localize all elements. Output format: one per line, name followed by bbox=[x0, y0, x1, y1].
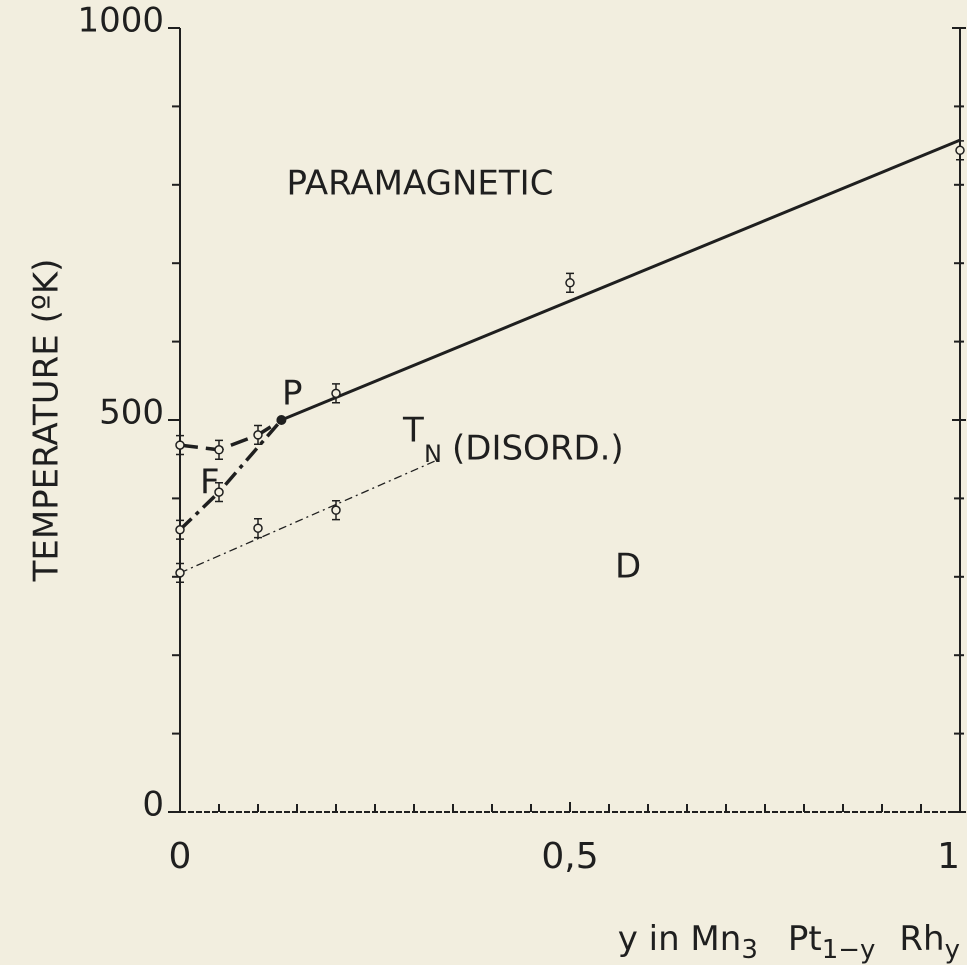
data-point bbox=[175, 568, 185, 578]
phase-line bbox=[179, 459, 438, 574]
annotation: D bbox=[615, 547, 641, 587]
data-point bbox=[175, 525, 185, 535]
x-label-part: Rh bbox=[899, 919, 944, 959]
data-point bbox=[214, 487, 224, 497]
y-tick-label: 0 bbox=[142, 785, 164, 825]
data-point bbox=[331, 505, 341, 515]
phase-line bbox=[179, 418, 283, 452]
annotation: F bbox=[200, 463, 220, 503]
annotation: P bbox=[282, 374, 303, 414]
phase-line bbox=[280, 138, 961, 422]
triple-point bbox=[276, 415, 287, 425]
x-label-part: 3 bbox=[741, 935, 758, 965]
x-axis-label: y in Mn3 Pt1−y Rhy bbox=[618, 919, 960, 965]
x-tick-label: 0 bbox=[169, 836, 192, 877]
data-point bbox=[565, 278, 575, 288]
x-label-part: y in Mn bbox=[618, 919, 742, 959]
x-tick-label: 0,5 bbox=[541, 836, 598, 877]
x-label-part: y bbox=[945, 935, 960, 965]
y-tick-label: 1000 bbox=[77, 1, 164, 41]
annotation: N bbox=[424, 440, 442, 468]
data-point bbox=[331, 388, 341, 399]
data-point bbox=[253, 523, 263, 533]
x-tick-label: 1 bbox=[937, 836, 960, 877]
data-point bbox=[253, 430, 263, 440]
annotation: (DISORD.) bbox=[452, 429, 624, 469]
x-label-part: Pt bbox=[788, 919, 822, 959]
annotation: PARAMAGNETIC bbox=[287, 164, 554, 204]
y-axis-label: TEMPERATURE (ºK) bbox=[27, 259, 67, 583]
annotation: T bbox=[402, 411, 424, 451]
x-label-part: 1−y bbox=[822, 935, 876, 965]
data-point bbox=[175, 440, 185, 450]
data-point bbox=[955, 145, 965, 156]
data-point bbox=[214, 445, 224, 455]
y-tick-label: 500 bbox=[99, 393, 164, 433]
